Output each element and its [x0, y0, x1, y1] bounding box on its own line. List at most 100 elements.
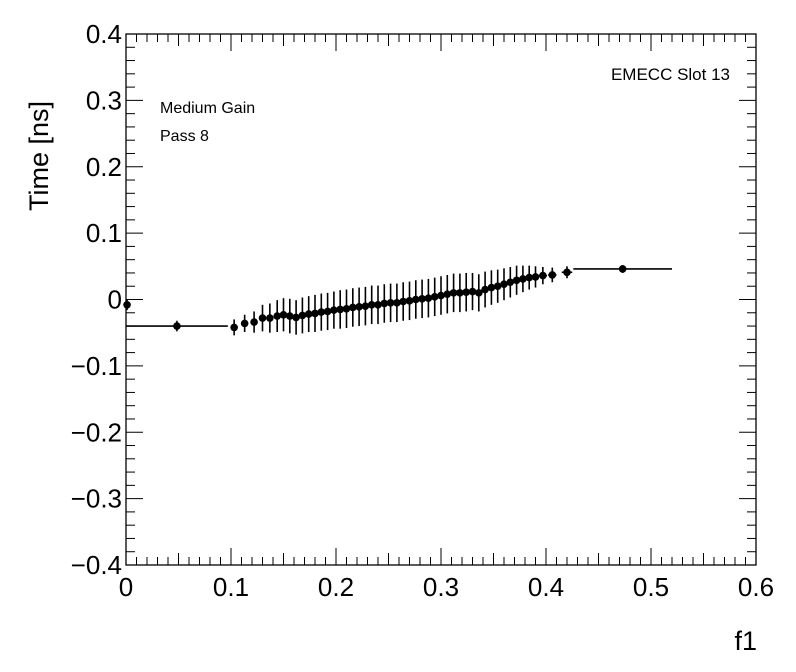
- data-marker: [304, 310, 313, 318]
- data-marker: [279, 310, 288, 319]
- data-layer: [123, 264, 672, 336]
- y-tick-label: 0.3: [86, 85, 122, 115]
- y-tick-label: 0.2: [86, 152, 122, 182]
- data-point: [258, 304, 267, 332]
- plot-frame: [125, 33, 757, 566]
- labels-layer: 0 0.1 0.2 0.3 0.4 0.5 0.6 −0.4 −0.3 −0.2 −0.1 0 0.1 0…: [71, 19, 774, 602]
- data-point: [443, 274, 452, 314]
- data-marker: [323, 307, 332, 316]
- data-marker: [563, 268, 571, 277]
- data-point: [367, 285, 376, 325]
- x-tick-label: 0: [119, 572, 133, 602]
- data-point: [538, 266, 548, 285]
- data-marker: [531, 273, 540, 281]
- data-point: [548, 267, 557, 283]
- data-point: [336, 290, 345, 329]
- data-point: [430, 277, 439, 317]
- data-point: [330, 291, 338, 329]
- data-marker: [292, 313, 300, 322]
- x-axis-title: f1: [734, 626, 757, 656]
- data-point: [462, 272, 471, 312]
- data-point: [374, 285, 382, 325]
- data-point: [342, 289, 351, 329]
- data-point: [500, 268, 508, 301]
- data-point: [493, 269, 502, 303]
- data-marker: [336, 305, 345, 314]
- data-marker: [449, 289, 458, 297]
- data-marker: [258, 314, 267, 322]
- data-marker: [173, 322, 181, 330]
- data-point: [468, 272, 477, 311]
- data-marker: [500, 280, 508, 289]
- y-tick-label: −0.1: [71, 351, 122, 381]
- data-point: [393, 283, 401, 323]
- data-point: [405, 281, 414, 321]
- data-marker: [399, 297, 408, 306]
- data-marker: [355, 303, 363, 311]
- data-point: [230, 319, 238, 336]
- data-point: [380, 284, 389, 323]
- data-point: [240, 314, 249, 333]
- data-marker: [525, 273, 533, 282]
- x-tick-label: 0.4: [528, 572, 564, 602]
- data-marker: [548, 271, 557, 279]
- annotation-pass: Pass 8: [160, 128, 209, 145]
- data-marker: [443, 290, 452, 298]
- data-point: [449, 273, 458, 313]
- data-marker: [487, 283, 496, 292]
- data-point: [412, 280, 420, 319]
- data-point: [292, 300, 300, 335]
- data-point: [573, 264, 672, 273]
- y-tick-label: 0.1: [86, 218, 122, 248]
- data-marker: [286, 312, 294, 320]
- data-point: [506, 266, 515, 298]
- data-marker: [519, 275, 527, 283]
- data-point: [250, 311, 258, 333]
- data-marker: [240, 319, 249, 328]
- data-point: [286, 298, 294, 334]
- data-marker: [475, 289, 483, 297]
- x-tick-label: 0.2: [318, 572, 354, 602]
- data-marker: [618, 265, 627, 273]
- data-marker: [506, 278, 515, 287]
- data-point: [487, 270, 496, 305]
- data-point: [531, 266, 540, 288]
- data-marker: [330, 306, 338, 314]
- data-point: [512, 265, 521, 295]
- data-point: [386, 283, 395, 323]
- data-point: [399, 282, 408, 321]
- data-marker: [468, 287, 477, 296]
- data-point: [273, 300, 282, 333]
- data-marker: [418, 295, 426, 303]
- data-marker: [393, 299, 401, 307]
- data-point: [298, 297, 307, 334]
- data-point: [475, 274, 483, 312]
- data-point: [317, 293, 326, 331]
- data-point: [304, 296, 313, 333]
- data-point: [525, 265, 533, 290]
- data-marker: [380, 299, 389, 308]
- data-marker: [539, 271, 547, 280]
- data-point: [266, 303, 274, 333]
- data-point: [481, 271, 489, 308]
- data-point: [418, 279, 426, 319]
- data-point: [349, 288, 357, 327]
- data-point: [279, 298, 288, 332]
- data-point: [561, 266, 573, 279]
- data-marker: [266, 314, 274, 322]
- data-point: [126, 320, 228, 332]
- data-marker: [430, 293, 439, 301]
- data-point: [355, 287, 363, 327]
- data-marker: [456, 289, 464, 297]
- data-marker: [298, 311, 307, 320]
- data-marker: [405, 297, 414, 305]
- data-marker: [412, 295, 420, 304]
- data-marker: [349, 303, 357, 312]
- data-marker: [424, 294, 433, 302]
- data-marker: [437, 291, 445, 300]
- data-marker: [123, 301, 131, 309]
- data-point: [519, 265, 527, 293]
- data-marker: [493, 282, 502, 291]
- data-point: [456, 273, 464, 313]
